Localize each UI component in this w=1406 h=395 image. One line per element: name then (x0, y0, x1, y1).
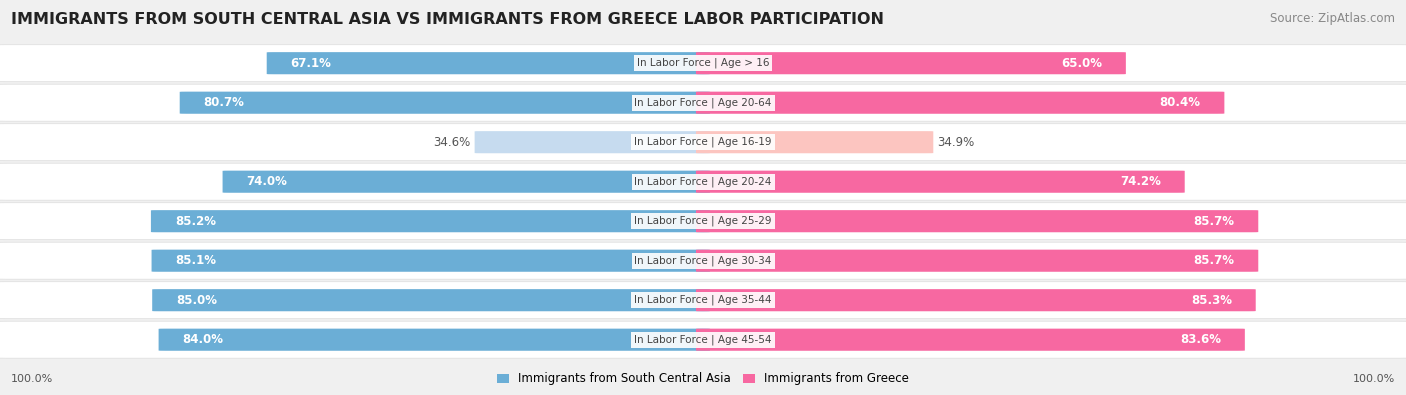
FancyBboxPatch shape (0, 203, 1406, 240)
FancyBboxPatch shape (152, 250, 710, 272)
FancyBboxPatch shape (696, 131, 934, 153)
Text: 85.1%: 85.1% (176, 254, 217, 267)
Text: 85.2%: 85.2% (174, 215, 217, 228)
Text: 100.0%: 100.0% (1353, 374, 1395, 384)
Text: 65.0%: 65.0% (1062, 57, 1102, 70)
Text: IMMIGRANTS FROM SOUTH CENTRAL ASIA VS IMMIGRANTS FROM GREECE LABOR PARTICIPATION: IMMIGRANTS FROM SOUTH CENTRAL ASIA VS IM… (11, 12, 884, 27)
Text: In Labor Force | Age 20-64: In Labor Force | Age 20-64 (634, 98, 772, 108)
FancyBboxPatch shape (222, 171, 710, 193)
FancyBboxPatch shape (696, 52, 1126, 74)
Text: 85.0%: 85.0% (176, 294, 217, 307)
Text: 34.6%: 34.6% (433, 136, 471, 149)
Text: 80.4%: 80.4% (1160, 96, 1201, 109)
FancyBboxPatch shape (696, 250, 1258, 272)
FancyBboxPatch shape (159, 329, 710, 351)
FancyBboxPatch shape (267, 52, 710, 74)
Text: 74.0%: 74.0% (246, 175, 287, 188)
Text: 83.6%: 83.6% (1180, 333, 1220, 346)
FancyBboxPatch shape (696, 289, 1256, 311)
Text: In Labor Force | Age 20-24: In Labor Force | Age 20-24 (634, 177, 772, 187)
Text: 85.7%: 85.7% (1194, 215, 1234, 228)
Text: In Labor Force | Age 25-29: In Labor Force | Age 25-29 (634, 216, 772, 226)
Text: 85.7%: 85.7% (1194, 254, 1234, 267)
Text: 34.9%: 34.9% (938, 136, 974, 149)
Text: Source: ZipAtlas.com: Source: ZipAtlas.com (1270, 12, 1395, 25)
Legend: Immigrants from South Central Asia, Immigrants from Greece: Immigrants from South Central Asia, Immi… (498, 372, 908, 385)
FancyBboxPatch shape (696, 329, 1244, 351)
FancyBboxPatch shape (696, 92, 1225, 114)
Text: 67.1%: 67.1% (291, 57, 332, 70)
Text: In Labor Force | Age 45-54: In Labor Force | Age 45-54 (634, 335, 772, 345)
FancyBboxPatch shape (150, 210, 710, 232)
FancyBboxPatch shape (0, 124, 1406, 161)
FancyBboxPatch shape (696, 171, 1185, 193)
FancyBboxPatch shape (475, 131, 710, 153)
Text: In Labor Force | Age 16-19: In Labor Force | Age 16-19 (634, 137, 772, 147)
FancyBboxPatch shape (0, 163, 1406, 200)
Text: 74.2%: 74.2% (1121, 175, 1161, 188)
Text: In Labor Force | Age > 16: In Labor Force | Age > 16 (637, 58, 769, 68)
FancyBboxPatch shape (696, 210, 1258, 232)
FancyBboxPatch shape (0, 282, 1406, 319)
Text: In Labor Force | Age 30-34: In Labor Force | Age 30-34 (634, 256, 772, 266)
FancyBboxPatch shape (0, 321, 1406, 358)
Text: In Labor Force | Age 35-44: In Labor Force | Age 35-44 (634, 295, 772, 305)
FancyBboxPatch shape (0, 45, 1406, 82)
FancyBboxPatch shape (180, 92, 710, 114)
FancyBboxPatch shape (0, 84, 1406, 121)
Text: 85.3%: 85.3% (1191, 294, 1232, 307)
Text: 84.0%: 84.0% (183, 333, 224, 346)
FancyBboxPatch shape (0, 242, 1406, 279)
Text: 80.7%: 80.7% (204, 96, 245, 109)
FancyBboxPatch shape (152, 289, 710, 311)
Text: 100.0%: 100.0% (11, 374, 53, 384)
